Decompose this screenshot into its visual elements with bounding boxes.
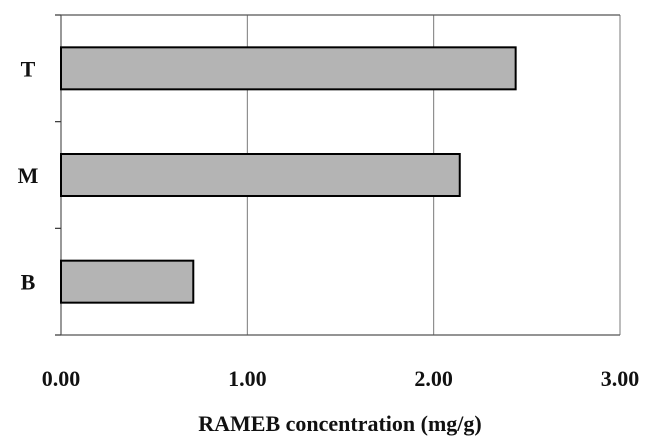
x-tick-label: 2.00 bbox=[414, 366, 453, 391]
x-tick-label: 0.00 bbox=[42, 366, 81, 391]
y-tick-label: M bbox=[18, 163, 39, 188]
y-tick-label: B bbox=[21, 270, 36, 295]
x-tick-label: 3.00 bbox=[601, 366, 640, 391]
x-axis: 0.00 1.00 2.00 3.00 bbox=[42, 366, 640, 391]
bar-M bbox=[60, 153, 461, 197]
bars bbox=[60, 46, 517, 304]
y-tick-label: T bbox=[21, 56, 36, 81]
bar-T bbox=[60, 46, 517, 91]
bar-B bbox=[60, 259, 195, 304]
y-axis: T M B bbox=[18, 14, 61, 336]
x-axis-label: RAMEB concentration (mg/g) bbox=[198, 411, 482, 436]
x-tick-label: 1.00 bbox=[228, 366, 267, 391]
